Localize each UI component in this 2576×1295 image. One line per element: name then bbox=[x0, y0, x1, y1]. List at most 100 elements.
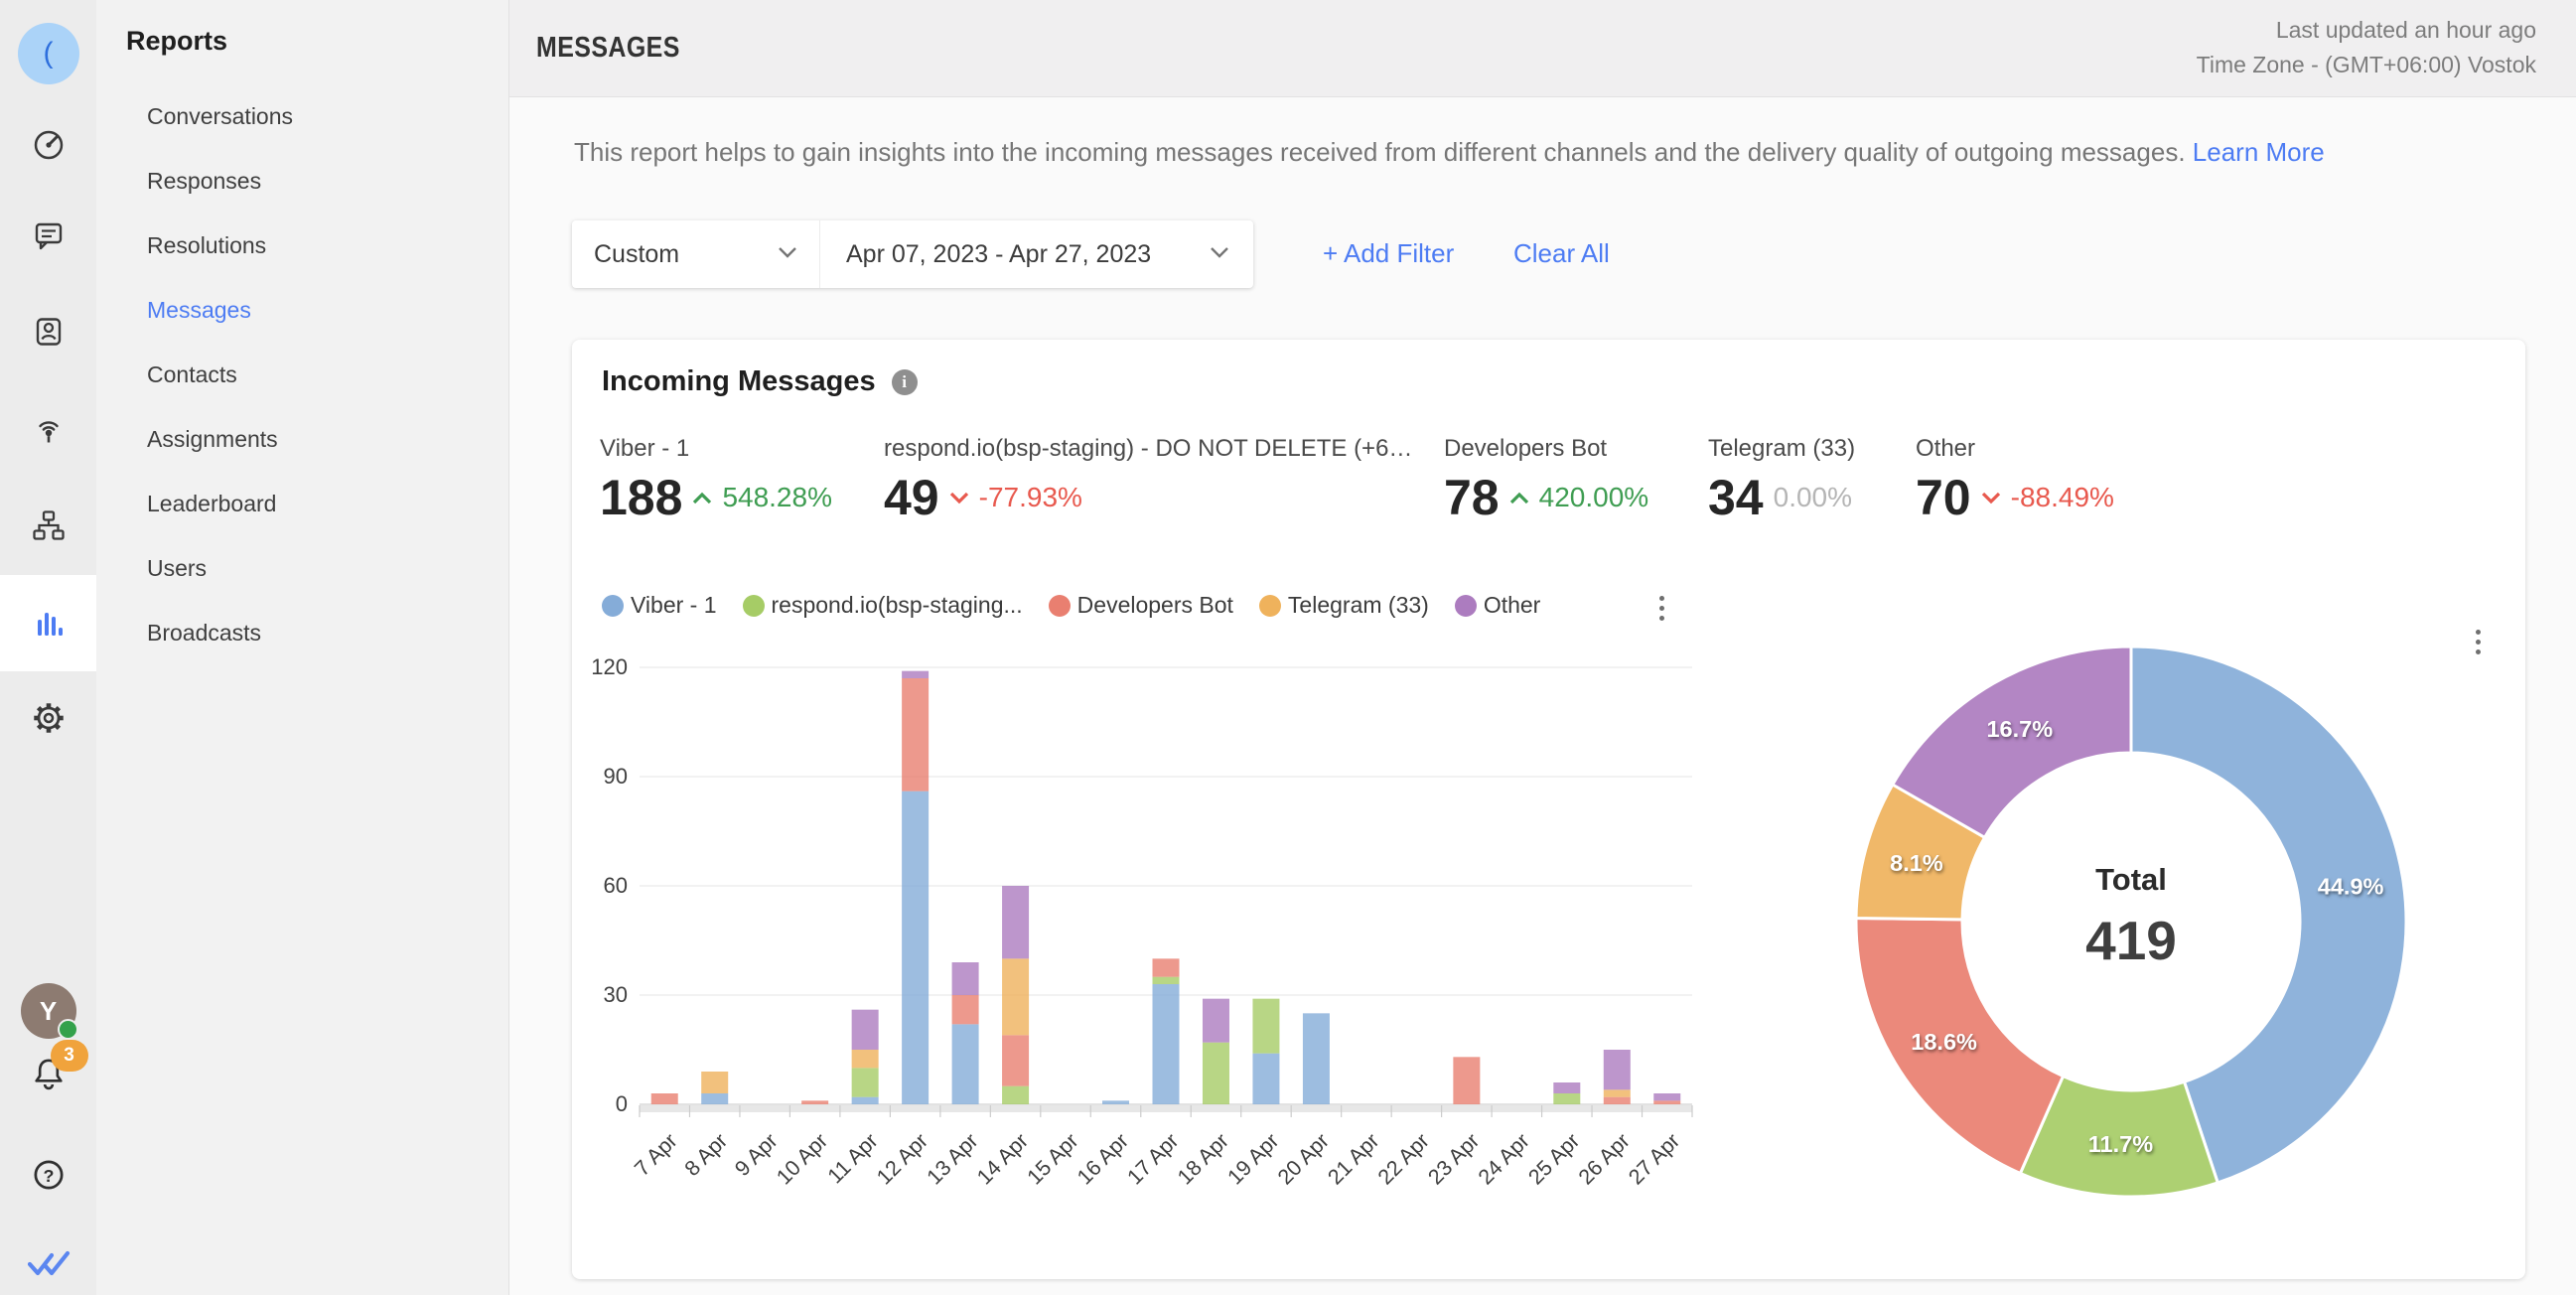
sidebar-item-workflows[interactable] bbox=[0, 491, 96, 560]
stat-value: 34 bbox=[1708, 473, 1764, 522]
stat-0: Viber - 1188548.28% bbox=[600, 435, 832, 522]
notification-badge: 3 bbox=[51, 1040, 88, 1072]
bar-chart-menu-button[interactable] bbox=[1645, 588, 1678, 628]
chat-bubble-icon bbox=[30, 216, 68, 254]
sidebar-item-inbox[interactable] bbox=[0, 201, 96, 270]
legend-item-4[interactable]: Other bbox=[1455, 592, 1541, 619]
svg-text:24 Apr: 24 Apr bbox=[1474, 1129, 1534, 1190]
incoming-messages-donut-chart: 44.9%11.7%18.6%8.1%16.7%Total419 bbox=[1833, 624, 2429, 1220]
legend-dot-icon bbox=[743, 595, 765, 617]
nav-item-contacts[interactable]: Contacts bbox=[96, 343, 508, 407]
page-title: MESSAGES bbox=[536, 32, 680, 65]
chevron-down-icon bbox=[1210, 245, 1229, 263]
user-avatar[interactable]: Y bbox=[0, 976, 96, 1046]
stat-delta: -77.93% bbox=[979, 482, 1082, 513]
incoming-messages-card: Incoming Messages i Viber - 1188548.28% r… bbox=[572, 340, 2525, 1279]
nav-item-broadcasts[interactable]: Broadcasts bbox=[96, 601, 508, 665]
svg-text:11.7%: 11.7% bbox=[2088, 1131, 2153, 1157]
stat-label: respond.io(bsp-staging) - DO NOT DELETE … bbox=[884, 435, 1412, 463]
nav-item-leaderboard[interactable]: Leaderboard bbox=[96, 472, 508, 536]
clear-all-button[interactable]: Clear All bbox=[1513, 238, 1610, 269]
stat-label: Viber - 1 bbox=[600, 435, 832, 463]
nav-section-title: Reports bbox=[126, 26, 227, 57]
svg-text:19 Apr: 19 Apr bbox=[1223, 1129, 1284, 1190]
svg-text:419: 419 bbox=[2085, 910, 2177, 971]
date-filter-box: Custom Apr 07, 2023 - Apr 27, 2023 bbox=[572, 220, 1253, 288]
card-title: Incoming Messages bbox=[602, 365, 876, 398]
nav-item-users[interactable]: Users bbox=[96, 536, 508, 601]
online-status-dot bbox=[58, 1019, 78, 1040]
icon-rail: ( bbox=[0, 0, 96, 1295]
sidebar-item-broadcasts[interactable] bbox=[0, 394, 96, 464]
reports-bar-chart-icon bbox=[30, 604, 68, 642]
chevron-down-icon bbox=[778, 245, 797, 263]
workspace-logo[interactable]: ( bbox=[0, 19, 96, 88]
legend-dot-icon bbox=[602, 595, 624, 617]
legend-dot-icon bbox=[1049, 595, 1071, 617]
nav-item-responses[interactable]: Responses bbox=[96, 149, 508, 214]
help-button[interactable]: ? bbox=[0, 1140, 96, 1210]
legend-item-3[interactable]: Telegram (33) bbox=[1259, 592, 1429, 619]
svg-text:11 Apr: 11 Apr bbox=[823, 1129, 883, 1189]
sidebar-item-reports[interactable] bbox=[0, 588, 96, 657]
svg-text:18.6%: 18.6% bbox=[1911, 1029, 1977, 1055]
svg-text:18 Apr: 18 Apr bbox=[1173, 1129, 1233, 1190]
svg-text:14 Apr: 14 Apr bbox=[972, 1129, 1033, 1190]
nav-item-assignments[interactable]: Assignments bbox=[96, 407, 508, 472]
trend-down-icon bbox=[1981, 491, 2001, 505]
reports-nav-panel: Reports ConversationsResponsesResolution… bbox=[96, 0, 509, 1295]
legend-dot-icon bbox=[1455, 595, 1477, 617]
chart-legend: Viber - 1 respond.io(bsp-staging... Develo… bbox=[602, 592, 1540, 619]
header-meta: Last updated an hour ago Time Zone - (GM… bbox=[2197, 13, 2536, 82]
svg-text:10 Apr: 10 Apr bbox=[772, 1129, 832, 1190]
nav-item-messages[interactable]: Messages bbox=[96, 278, 508, 343]
stat-label: Other bbox=[1916, 435, 2114, 463]
legend-item-2[interactable]: Developers Bot bbox=[1049, 592, 1233, 619]
svg-text:?: ? bbox=[43, 1166, 54, 1186]
svg-text:15 Apr: 15 Apr bbox=[1023, 1129, 1083, 1190]
donut-chart-menu-button[interactable] bbox=[2461, 622, 2495, 661]
svg-text:0: 0 bbox=[616, 1091, 628, 1116]
svg-text:30: 30 bbox=[604, 982, 628, 1007]
svg-text:20 Apr: 20 Apr bbox=[1273, 1129, 1334, 1190]
legend-label: Viber - 1 bbox=[631, 592, 717, 619]
app-root: ( bbox=[0, 0, 2576, 1295]
legend-label: respond.io(bsp-staging... bbox=[772, 592, 1023, 619]
notifications-button[interactable]: 3 bbox=[0, 1041, 96, 1110]
legend-item-1[interactable]: respond.io(bsp-staging... bbox=[743, 592, 1023, 619]
range-type-select[interactable]: Custom bbox=[572, 220, 820, 288]
nav-item-resolutions[interactable]: Resolutions bbox=[96, 214, 508, 278]
workflows-sitemap-icon bbox=[30, 506, 68, 544]
svg-text:90: 90 bbox=[604, 764, 628, 789]
svg-text:12 Apr: 12 Apr bbox=[872, 1129, 932, 1190]
stat-4: Other70-88.49% bbox=[1916, 435, 2114, 522]
legend-item-0[interactable]: Viber - 1 bbox=[602, 592, 717, 619]
sidebar-item-dashboard[interactable] bbox=[0, 110, 96, 180]
contacts-icon bbox=[30, 313, 68, 351]
stat-1: respond.io(bsp-staging) - DO NOT DELETE … bbox=[884, 435, 1412, 522]
svg-text:22 Apr: 22 Apr bbox=[1373, 1129, 1434, 1190]
svg-text:16.7%: 16.7% bbox=[1986, 716, 2053, 742]
broadcast-icon bbox=[30, 410, 68, 448]
svg-text:25 Apr: 25 Apr bbox=[1523, 1129, 1584, 1190]
stat-label: Developers Bot bbox=[1444, 435, 1648, 463]
read-receipts-logo[interactable] bbox=[0, 1229, 96, 1295]
sidebar-item-contacts[interactable] bbox=[0, 297, 96, 366]
info-icon[interactable]: i bbox=[892, 369, 918, 395]
stat-delta: 0.00% bbox=[1774, 482, 1852, 513]
date-range-select[interactable]: Apr 07, 2023 - Apr 27, 2023 bbox=[820, 220, 1253, 288]
help-icon: ? bbox=[29, 1155, 69, 1195]
nav-item-conversations[interactable]: Conversations bbox=[96, 84, 508, 149]
report-description: This report helps to gain insights into … bbox=[574, 137, 2441, 168]
last-updated-text: Last updated an hour ago bbox=[2197, 13, 2536, 48]
sidebar-item-settings[interactable] bbox=[0, 683, 96, 753]
stat-value: 78 bbox=[1444, 473, 1500, 522]
workspace-logo-icon: ( bbox=[18, 23, 79, 84]
trend-down-icon bbox=[949, 491, 969, 505]
trend-up-icon bbox=[1509, 491, 1529, 505]
add-filter-button[interactable]: + Add Filter bbox=[1323, 238, 1454, 269]
incoming-messages-bar-chart: 03060901207 Apr8 Apr9 Apr10 Apr11 Apr12 … bbox=[580, 638, 1702, 1214]
svg-text:16 Apr: 16 Apr bbox=[1073, 1129, 1133, 1190]
learn-more-link[interactable]: Learn More bbox=[2193, 137, 2325, 167]
svg-text:120: 120 bbox=[591, 654, 628, 679]
